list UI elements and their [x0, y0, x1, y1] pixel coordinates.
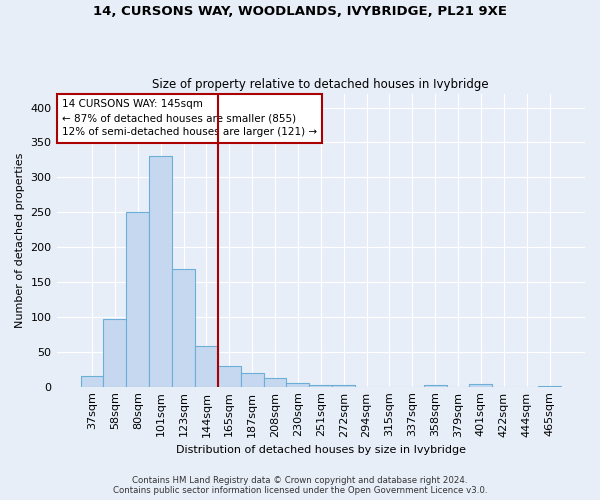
Bar — [424, 384, 446, 386]
Bar — [172, 270, 195, 386]
Bar — [218, 366, 241, 386]
Bar — [103, 319, 127, 386]
Bar — [310, 384, 332, 386]
Text: 14, CURSONS WAY, WOODLANDS, IVYBRIDGE, PL21 9XE: 14, CURSONS WAY, WOODLANDS, IVYBRIDGE, P… — [93, 5, 507, 18]
Bar — [332, 384, 355, 386]
Bar — [469, 384, 493, 386]
Bar — [241, 374, 263, 386]
Bar — [127, 212, 149, 386]
Bar — [149, 156, 172, 386]
Bar — [80, 376, 103, 386]
Bar — [286, 383, 310, 386]
X-axis label: Distribution of detached houses by size in Ivybridge: Distribution of detached houses by size … — [176, 445, 466, 455]
Bar — [195, 346, 218, 387]
Title: Size of property relative to detached houses in Ivybridge: Size of property relative to detached ho… — [152, 78, 489, 91]
Bar — [263, 378, 286, 386]
Text: 14 CURSONS WAY: 145sqm
← 87% of detached houses are smaller (855)
12% of semi-de: 14 CURSONS WAY: 145sqm ← 87% of detached… — [62, 100, 317, 138]
Y-axis label: Number of detached properties: Number of detached properties — [15, 152, 25, 328]
Text: Contains HM Land Registry data © Crown copyright and database right 2024.
Contai: Contains HM Land Registry data © Crown c… — [113, 476, 487, 495]
